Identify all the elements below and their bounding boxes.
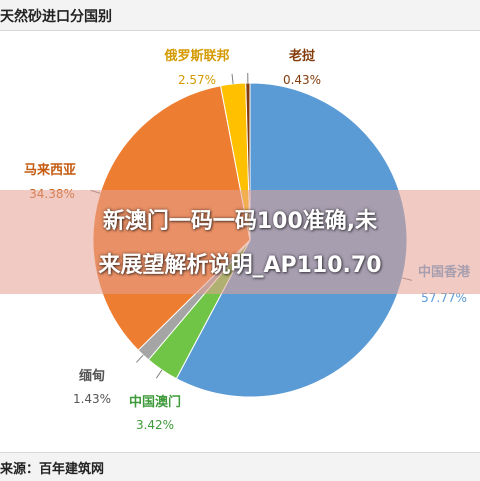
slice-value-label: 2.57% <box>178 73 216 87</box>
source-note: 来源：百年建筑网 <box>0 458 104 477</box>
leader-line <box>156 370 162 378</box>
footer-bar: 来源：百年建筑网 <box>0 452 480 481</box>
slice-value-label: 0.43% <box>283 73 321 87</box>
slice-value-label: 1.43% <box>73 392 111 406</box>
overlay-text-line-2: 来展望解析说明_AP110.70 <box>0 247 480 279</box>
slice-value-label: 3.42% <box>136 418 174 432</box>
leader-line <box>136 355 143 362</box>
slice-name-label: 俄罗斯联邦 <box>163 48 229 64</box>
leader-line <box>232 74 233 84</box>
slice-name-label: 老挝 <box>288 48 316 64</box>
slice-name-label: 缅甸 <box>79 368 105 384</box>
slice-name-label: 马来西亚 <box>24 162 76 178</box>
overlay-text-line-1: 新澳门一码一码100准确,未 <box>0 203 480 235</box>
slice-name-label: 中国澳门 <box>129 394 181 410</box>
